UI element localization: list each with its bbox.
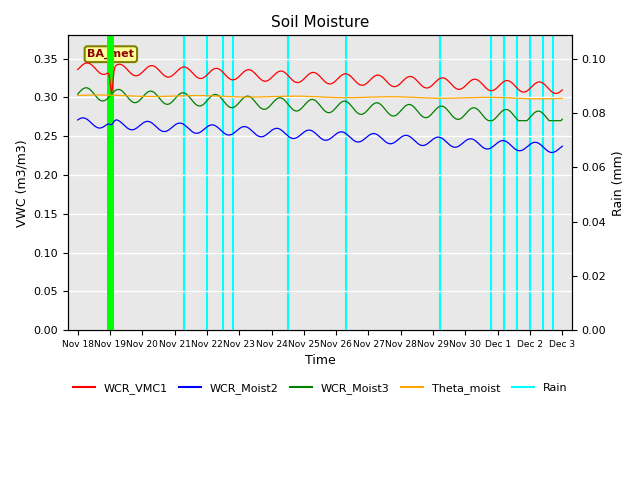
Y-axis label: Rain (mm): Rain (mm)	[612, 150, 625, 216]
Y-axis label: VWC (m3/m3): VWC (m3/m3)	[15, 139, 28, 227]
Legend: WCR_VMC1, WCR_Moist2, WCR_Moist3, Theta_moist, Rain: WCR_VMC1, WCR_Moist2, WCR_Moist3, Theta_…	[68, 379, 572, 398]
Text: BA_met: BA_met	[88, 49, 134, 60]
Title: Soil Moisture: Soil Moisture	[271, 15, 369, 30]
X-axis label: Time: Time	[305, 354, 335, 367]
